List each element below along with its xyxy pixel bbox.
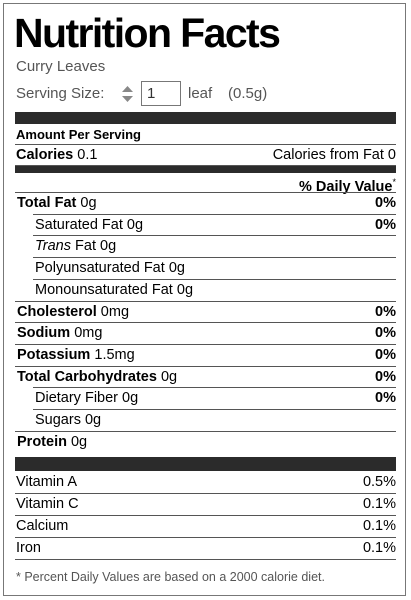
nutrient-label: Saturated Fat 0g xyxy=(35,214,143,236)
nutrient-name: Sugars xyxy=(35,412,81,428)
divider xyxy=(15,144,396,145)
nutrient-dv: 0% xyxy=(375,303,396,320)
vitamin-dv: 0.1% xyxy=(362,496,396,512)
divider xyxy=(15,192,396,193)
nutrient-label: Total Carbohydrates 0g xyxy=(17,366,177,388)
nutrient-dv: 0% xyxy=(375,325,396,342)
vitamin-name: Calcium xyxy=(16,518,69,534)
divider xyxy=(33,235,396,237)
nutrition-label xyxy=(3,3,406,596)
divider xyxy=(15,165,396,166)
nutrient-dv: 0% xyxy=(375,368,396,385)
nutrient-name: Potassium xyxy=(17,346,91,363)
divider xyxy=(33,213,396,215)
nutrient-dv: 0% xyxy=(375,346,396,363)
serving-input[interactable]: 1 xyxy=(141,81,181,106)
thick-bar xyxy=(15,457,396,471)
nutrient-amount: 0mg xyxy=(100,303,130,320)
divider xyxy=(15,365,396,367)
nutrient-amount: 0g xyxy=(122,390,139,407)
nutrient-amount: 0g xyxy=(168,260,185,277)
nutrient-label: Trans Fat 0g xyxy=(35,235,116,257)
calories-label: Calories xyxy=(16,147,74,163)
nutrient-dv: 0% xyxy=(375,216,396,233)
nutrient-amount: 0g xyxy=(84,412,102,428)
vitamin-name: Vitamin C xyxy=(16,496,79,512)
nutrient-amount: 0g xyxy=(100,238,117,255)
vitamin-dv: 0.1% xyxy=(362,540,396,556)
divider xyxy=(15,430,396,432)
food-name: Curry Leaves xyxy=(16,58,106,75)
divider xyxy=(15,343,396,345)
nutrient-label: Total Fat 0g xyxy=(17,192,97,214)
serving-unit: leaf xyxy=(188,85,213,102)
nutrient-name: Cholesterol xyxy=(17,303,97,320)
nutrient-name: Protein xyxy=(17,433,67,450)
vitamin-name: Vitamin A xyxy=(16,474,77,490)
nutrient-name: Dietary Fiber xyxy=(35,390,118,407)
nutrient-label: Potassium 1.5mg xyxy=(17,344,135,366)
nutrient-amount: 1.5mg xyxy=(94,346,135,363)
divider xyxy=(33,409,396,410)
calories-value: 0.1 xyxy=(77,147,98,163)
nutrient-label: Protein 0g xyxy=(17,431,87,453)
nutrient-amount: 0g xyxy=(126,216,144,233)
divider xyxy=(33,387,396,389)
divider xyxy=(33,257,396,259)
divider xyxy=(15,300,396,302)
nutrient-dv: 0% xyxy=(375,390,396,407)
serving-label: Serving Size: xyxy=(16,85,105,102)
calories-row: Calories 0.1 xyxy=(16,144,97,166)
divider xyxy=(15,559,396,560)
nutrient-name: Polyunsaturated Fat xyxy=(35,260,165,277)
nutrient-dv: 0% xyxy=(375,195,396,211)
divider xyxy=(33,278,396,280)
nutrient-amount: 0g xyxy=(160,368,178,385)
title: Nutrition Facts xyxy=(14,10,281,56)
serving-weight: (0.5g) xyxy=(228,85,268,102)
thick-bar xyxy=(15,166,396,173)
nutrient-name: Fat xyxy=(75,238,96,255)
nutrient-label: Dietary Fiber 0g xyxy=(35,387,138,409)
nutrient-label: Sodium 0mg xyxy=(17,322,102,344)
nutrient-name: Saturated Fat xyxy=(35,216,123,233)
footnote: * Percent Daily Values are based on a 20… xyxy=(16,570,325,584)
nutrient-name: Sodium xyxy=(17,325,71,342)
spinner[interactable] xyxy=(121,84,134,104)
nutrient-name: Total Fat xyxy=(17,195,77,211)
vitamin-dv: 0.1% xyxy=(362,518,396,534)
daily-value-header: % Daily Value* xyxy=(299,171,396,198)
nutrient-label: Cholesterol 0mg xyxy=(17,301,129,323)
nutrient-label: Sugars 0g xyxy=(35,409,101,431)
daily-value-text: % Daily Value xyxy=(298,178,393,195)
nutrient-name: Monounsaturated Fat xyxy=(35,281,173,298)
divider xyxy=(15,537,396,538)
nutrient-amount: 0g xyxy=(70,433,88,450)
vitamin-name: Iron xyxy=(16,540,41,556)
nutrient-name-italic: Trans xyxy=(35,238,71,255)
nutrient-label: Monounsaturated Fat 0g xyxy=(35,279,193,301)
calories-from-fat: Calories from Fat 0 xyxy=(272,147,396,163)
nutrient-name: Total Carbohydrates xyxy=(17,368,157,385)
nutrient-amount: 0g xyxy=(80,195,97,211)
vitamin-dv: 0.5% xyxy=(362,474,396,490)
nutrient-amount: 0mg xyxy=(74,325,103,342)
divider xyxy=(15,493,396,494)
amount-per-serving: Amount Per Serving xyxy=(16,127,141,142)
daily-value-mark: * xyxy=(392,177,396,187)
divider xyxy=(15,515,396,516)
nutrient-amount: 0g xyxy=(176,281,194,298)
divider xyxy=(15,322,396,324)
thick-bar xyxy=(15,112,396,124)
nutrient-label: Polyunsaturated Fat 0g xyxy=(35,257,185,279)
